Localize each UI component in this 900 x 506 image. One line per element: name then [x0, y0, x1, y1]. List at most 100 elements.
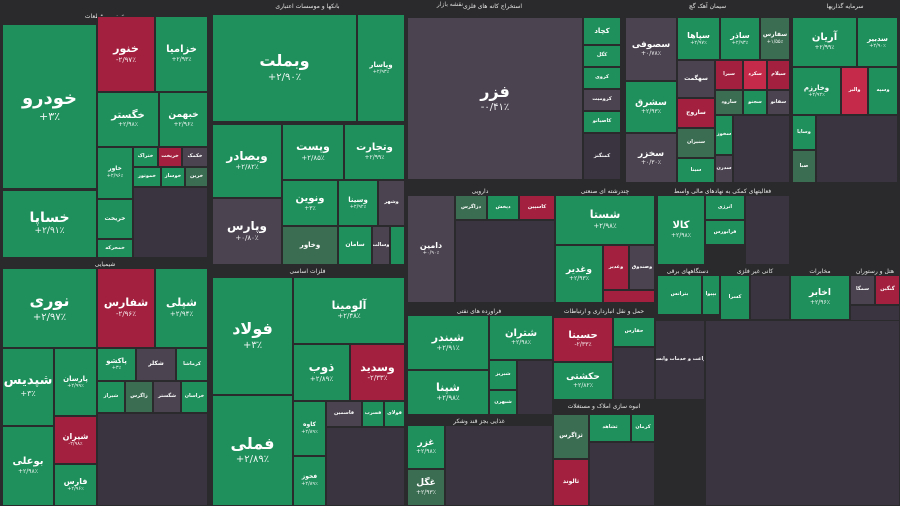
- stock-tile[interactable]: شتران +۲/۹۸٪: [489, 315, 553, 360]
- stock-tile[interactable]: [613, 347, 655, 400]
- stock-tile[interactable]: اخابر +۲/۹۶٪: [790, 275, 850, 320]
- stock-tile[interactable]: شگستر: [153, 381, 181, 413]
- stock-tile[interactable]: سمگا: [850, 275, 875, 305]
- stock-tile[interactable]: ثزاگرس: [553, 414, 589, 459]
- stock-tile[interactable]: سکرد: [743, 60, 767, 90]
- stock-tile[interactable]: خموتور: [133, 167, 161, 187]
- stock-tile[interactable]: سخزر +۰/۳۰٪: [625, 133, 677, 183]
- stock-tile[interactable]: فخوز +۲/۸۹٪: [293, 456, 326, 506]
- stock-tile[interactable]: کرماشا: [176, 348, 208, 381]
- stock-tile[interactable]: خمحرکه: [97, 239, 133, 258]
- stock-tile[interactable]: سفانو: [767, 90, 790, 115]
- stock-tile[interactable]: خریخت: [158, 147, 182, 167]
- stock-tile[interactable]: وپست +۲/۸۵٪: [282, 124, 344, 180]
- stock-tile[interactable]: سجنو: [743, 90, 767, 115]
- stock-tile[interactable]: فزر -۰/۴۱٪: [407, 17, 583, 180]
- stock-tile[interactable]: سارود: [715, 90, 743, 115]
- stock-tile[interactable]: ساذر +۲/۹۳٪: [720, 17, 760, 60]
- stock-tile[interactable]: شپنا +۲/۹۸٪: [407, 370, 489, 415]
- stock-tile[interactable]: سخوز: [715, 115, 733, 155]
- stock-tile[interactable]: شستا +۲/۹۸٪: [555, 195, 655, 245]
- stock-tile[interactable]: خکمک: [182, 147, 208, 167]
- stock-tile[interactable]: کروی: [583, 67, 621, 89]
- stock-tile[interactable]: ثشاهد: [589, 414, 631, 442]
- stock-tile[interactable]: وسایا: [792, 115, 816, 150]
- stock-tile[interactable]: شفارس -۲/۹۶٪: [97, 268, 155, 348]
- stock-tile[interactable]: وسپه: [868, 67, 898, 115]
- stock-tile[interactable]: شبهرن: [489, 390, 517, 415]
- stock-tile[interactable]: زاگرس: [125, 381, 153, 413]
- stock-tile[interactable]: کچاد: [583, 17, 621, 45]
- stock-tile[interactable]: [445, 425, 553, 506]
- stock-tile[interactable]: دامین +۰/۹۰٪: [407, 195, 455, 303]
- stock-tile[interactable]: فرابورس: [705, 220, 745, 245]
- stock-tile[interactable]: فسرب: [362, 401, 384, 427]
- stock-tile[interactable]: سدبیر +۲/۹۰٪: [857, 17, 898, 67]
- stock-tile[interactable]: غزر +۲/۹۸٪: [407, 425, 445, 469]
- stock-tile[interactable]: شیران -۲/۹۸٪: [54, 416, 97, 464]
- stock-tile[interactable]: فملی +۲/۸۹٪: [212, 395, 293, 506]
- stock-tile[interactable]: پاکشو +۳٪: [97, 348, 136, 381]
- stock-tile[interactable]: [517, 360, 553, 415]
- stock-tile[interactable]: [603, 290, 655, 303]
- stock-tile[interactable]: سصوفی +۰/۷۸٪: [625, 17, 677, 81]
- stock-tile[interactable]: خزامیا +۲/۹۳٪: [155, 16, 208, 92]
- stock-tile[interactable]: [589, 442, 655, 506]
- stock-tile[interactable]: کرمان: [631, 414, 655, 442]
- stock-tile[interactable]: کاسپین: [519, 195, 555, 220]
- stock-tile[interactable]: وشهر: [378, 180, 405, 226]
- stock-tile[interactable]: وسینا +۲/۹۲٪: [338, 180, 378, 226]
- stock-tile[interactable]: خبهمن +۲/۹۶٪: [159, 92, 208, 147]
- stock-tile[interactable]: کالا +۲/۹۸٪: [657, 195, 705, 265]
- stock-tile[interactable]: خساپا +۲/۹۱٪: [2, 190, 97, 258]
- stock-tile[interactable]: خودرو +۳٪: [2, 24, 97, 189]
- stock-tile[interactable]: غگل +۲/۹۳٪: [407, 469, 445, 506]
- stock-tile[interactable]: کگل: [583, 45, 621, 67]
- stock-tile[interactable]: شکلر: [136, 348, 176, 381]
- stock-tile[interactable]: حکشتی +۲/۸۲٪: [553, 362, 613, 400]
- stock-tile[interactable]: ختراک: [133, 147, 158, 167]
- stock-tile[interactable]: خنور -۲/۹۷٪: [97, 16, 155, 92]
- stock-tile[interactable]: پارسان +۲/۹۹٪: [54, 348, 97, 416]
- stock-tile[interactable]: وسالت: [372, 226, 390, 265]
- stock-tile[interactable]: سپاها +۲/۹۷٪: [677, 17, 720, 60]
- stock-tile[interactable]: خاور +۲/۹۶٪: [97, 147, 133, 199]
- stock-tile[interactable]: وسدید -۲/۳۳٪: [350, 344, 405, 401]
- stock-tile[interactable]: کسرا: [720, 275, 750, 320]
- stock-tile[interactable]: [390, 226, 405, 265]
- stock-tile[interactable]: شپلی +۲/۹۴٪: [155, 268, 208, 348]
- stock-tile[interactable]: فولاد +۳٪: [212, 277, 293, 395]
- stock-tile[interactable]: [97, 413, 208, 506]
- stock-tile[interactable]: وبصادر +۲/۸۲٪: [212, 124, 282, 198]
- stock-tile[interactable]: [455, 220, 555, 303]
- stock-tile[interactable]: انرژی: [705, 195, 745, 220]
- stock-tile[interactable]: وخاور: [282, 226, 338, 265]
- stock-tile[interactable]: فاسمین: [326, 401, 362, 427]
- stock-tile[interactable]: بوعلی +۲/۹۸٪: [2, 426, 54, 506]
- stock-tile[interactable]: دپخش: [487, 195, 519, 220]
- stock-tile[interactable]: سشرق +۲/۹۳٪: [625, 81, 677, 133]
- stock-tile[interactable]: خوساز: [161, 167, 185, 187]
- stock-tile[interactable]: شیراز: [97, 381, 125, 413]
- stock-tile[interactable]: سهگمت: [677, 60, 715, 98]
- stock-tile[interactable]: سامان: [338, 226, 372, 265]
- stock-tile[interactable]: [705, 320, 900, 506]
- stock-tile[interactable]: زراعت و خدمات وابسته: [655, 320, 705, 400]
- stock-tile[interactable]: والبر: [841, 67, 868, 115]
- stock-tile[interactable]: [745, 195, 790, 265]
- stock-tile[interactable]: بپیوا: [702, 275, 720, 315]
- stock-tile[interactable]: صبا: [792, 150, 816, 183]
- stock-tile[interactable]: ثالوند: [553, 459, 589, 506]
- stock-tile[interactable]: خگستر +۲/۹۸٪: [97, 92, 159, 147]
- stock-tile[interactable]: سدرن: [715, 155, 733, 183]
- stock-tile[interactable]: وغدیر: [603, 245, 629, 290]
- stock-tile[interactable]: [750, 275, 790, 320]
- stock-tile[interactable]: خرین: [185, 167, 208, 187]
- stock-tile[interactable]: حسینا -۲/۳۳٪: [553, 317, 613, 362]
- stock-tile[interactable]: آریان +۲/۹۹٪: [792, 17, 857, 67]
- stock-tile[interactable]: ساروج: [677, 98, 715, 128]
- stock-tile[interactable]: سنیزان: [677, 128, 715, 158]
- stock-tile[interactable]: وتجارت +۲/۹۹٪: [344, 124, 405, 180]
- stock-tile[interactable]: وپارس +۰/۸۰٪: [212, 198, 282, 265]
- stock-tile[interactable]: دزاگرس: [455, 195, 487, 220]
